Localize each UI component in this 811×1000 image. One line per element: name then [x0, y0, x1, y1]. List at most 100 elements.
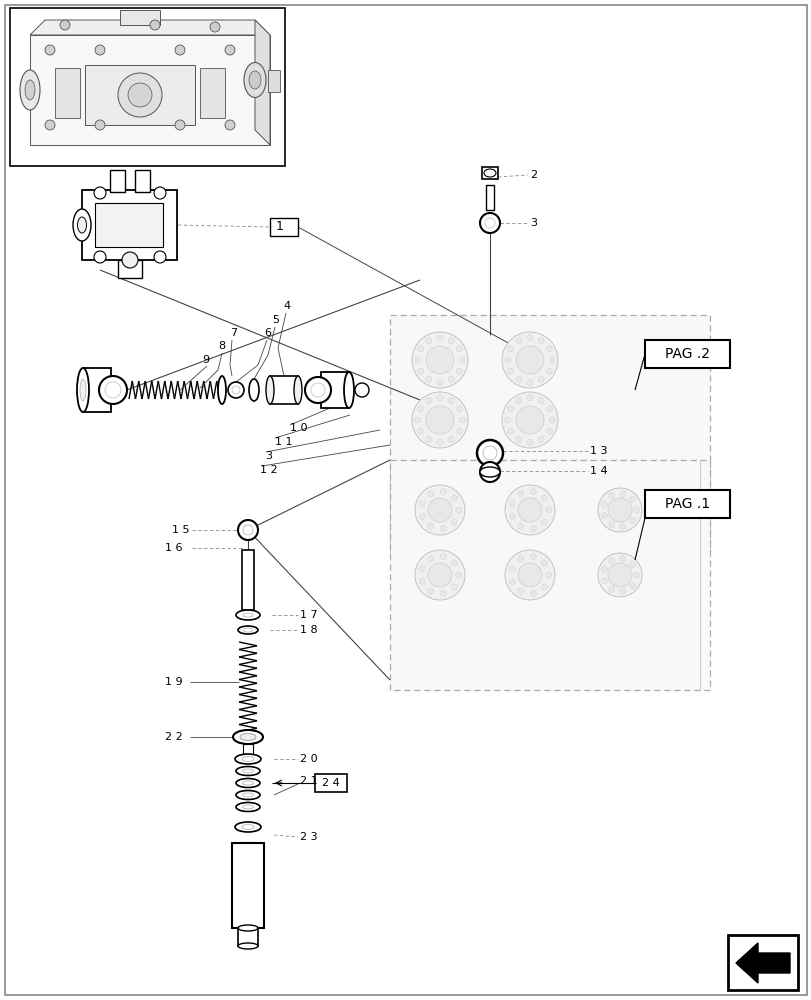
Circle shape — [440, 554, 446, 560]
Circle shape — [538, 436, 543, 442]
Circle shape — [538, 376, 543, 382]
Ellipse shape — [242, 793, 253, 797]
Ellipse shape — [238, 943, 258, 949]
Ellipse shape — [77, 368, 89, 412]
Text: 1 7: 1 7 — [299, 610, 317, 620]
Circle shape — [517, 556, 523, 562]
Circle shape — [436, 335, 443, 341]
Ellipse shape — [236, 790, 260, 799]
Ellipse shape — [242, 756, 254, 762]
Circle shape — [619, 588, 625, 594]
Circle shape — [451, 584, 457, 590]
Text: 8: 8 — [217, 341, 225, 351]
Bar — [10, 8, 285, 166]
Bar — [109, 170, 125, 192]
Circle shape — [427, 491, 433, 497]
Circle shape — [508, 513, 515, 519]
Bar — [242, 744, 253, 756]
Ellipse shape — [233, 730, 263, 744]
Circle shape — [417, 346, 423, 352]
Bar — [320, 372, 349, 408]
Circle shape — [436, 395, 443, 401]
Circle shape — [601, 578, 607, 584]
Circle shape — [417, 406, 423, 412]
Circle shape — [517, 563, 541, 587]
Circle shape — [455, 507, 461, 513]
Circle shape — [607, 498, 631, 522]
Bar — [270, 218, 298, 236]
Ellipse shape — [77, 217, 87, 233]
Circle shape — [426, 406, 453, 434]
Circle shape — [45, 45, 55, 55]
Circle shape — [517, 491, 523, 497]
Text: 1 2: 1 2 — [260, 465, 277, 475]
Circle shape — [508, 566, 515, 572]
Ellipse shape — [234, 754, 260, 764]
Circle shape — [122, 252, 138, 268]
Circle shape — [154, 251, 165, 263]
Circle shape — [414, 417, 420, 423]
Ellipse shape — [240, 734, 255, 740]
Circle shape — [515, 436, 521, 442]
Circle shape — [549, 357, 555, 363]
Ellipse shape — [234, 822, 260, 832]
Circle shape — [95, 120, 105, 130]
Circle shape — [440, 489, 446, 495]
Circle shape — [484, 218, 495, 228]
Circle shape — [501, 332, 557, 388]
Bar — [200, 68, 225, 118]
Ellipse shape — [242, 824, 254, 829]
Text: 7: 7 — [230, 328, 237, 338]
Circle shape — [448, 376, 453, 382]
Bar — [30, 35, 270, 145]
Circle shape — [459, 357, 465, 363]
Circle shape — [95, 45, 105, 55]
Circle shape — [601, 566, 607, 572]
Circle shape — [633, 572, 639, 578]
Circle shape — [541, 519, 547, 525]
Circle shape — [546, 346, 551, 352]
Circle shape — [427, 563, 452, 587]
Text: 2: 2 — [530, 170, 536, 180]
Circle shape — [451, 495, 457, 501]
Circle shape — [507, 406, 513, 412]
Circle shape — [128, 83, 152, 107]
Circle shape — [504, 550, 554, 600]
Circle shape — [608, 521, 614, 527]
Circle shape — [456, 346, 461, 352]
Circle shape — [526, 395, 532, 401]
Ellipse shape — [242, 781, 253, 785]
Circle shape — [501, 392, 557, 448]
Circle shape — [607, 563, 631, 587]
Circle shape — [526, 335, 532, 341]
Ellipse shape — [266, 376, 273, 404]
Circle shape — [459, 417, 465, 423]
Circle shape — [541, 495, 547, 501]
Bar — [486, 185, 493, 210]
Circle shape — [545, 507, 551, 513]
Circle shape — [154, 187, 165, 199]
Ellipse shape — [236, 610, 260, 620]
Circle shape — [479, 213, 500, 233]
Text: 1 9: 1 9 — [165, 677, 182, 687]
Text: 6: 6 — [264, 328, 271, 338]
Ellipse shape — [242, 613, 253, 617]
Circle shape — [418, 578, 425, 584]
Circle shape — [417, 368, 423, 374]
Circle shape — [451, 560, 457, 566]
Circle shape — [425, 436, 431, 442]
Bar — [270, 376, 298, 404]
Ellipse shape — [20, 70, 40, 110]
Circle shape — [238, 520, 258, 540]
Circle shape — [210, 22, 220, 32]
Circle shape — [427, 556, 433, 562]
Polygon shape — [735, 943, 789, 983]
Ellipse shape — [242, 805, 253, 809]
Bar — [55, 68, 80, 118]
Circle shape — [426, 346, 453, 374]
Bar — [82, 190, 177, 260]
Text: 9: 9 — [202, 355, 209, 365]
Circle shape — [601, 501, 607, 507]
Bar — [95, 203, 163, 247]
Circle shape — [530, 525, 535, 531]
